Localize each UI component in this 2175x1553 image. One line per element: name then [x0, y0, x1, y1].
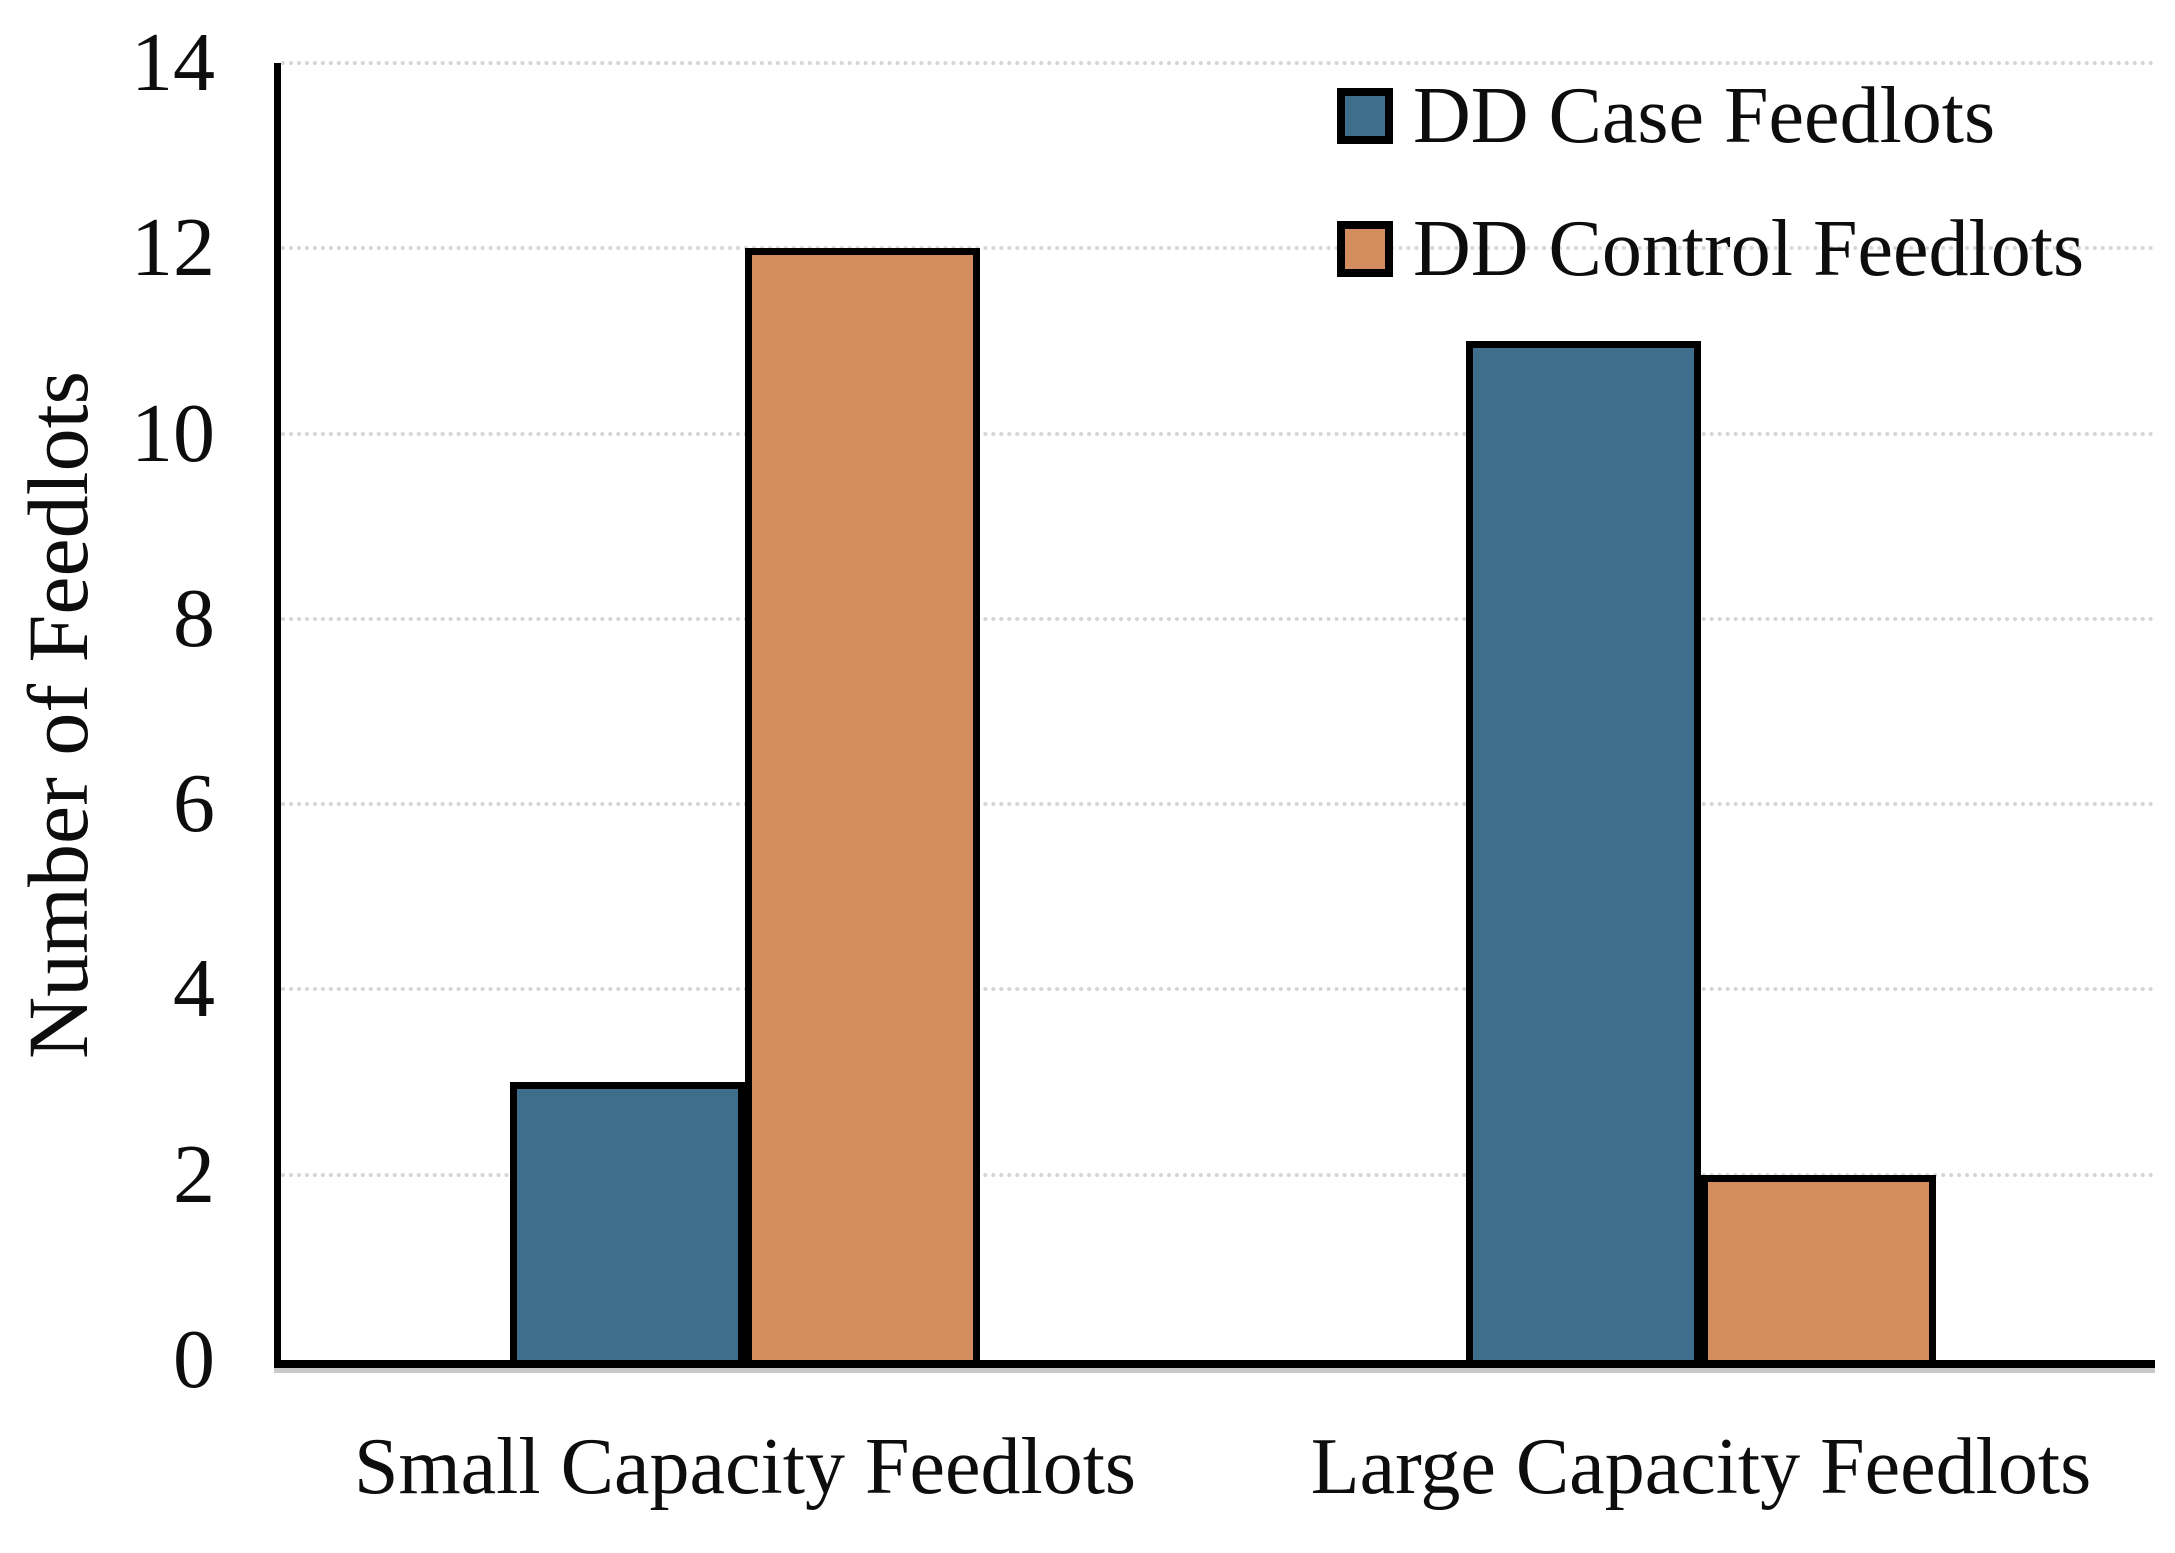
gridline-10 — [281, 431, 2155, 436]
gridline-4 — [281, 987, 2155, 992]
legend-swatch-dd-case-feedlots — [1337, 88, 1393, 144]
y-tick-label-14: 14 — [131, 16, 215, 109]
bar-dd-case-feedlots-small-capacity-feedlots — [510, 1082, 745, 1360]
y-tick-label-10: 10 — [131, 386, 215, 480]
bar-dd-case-feedlots-large-capacity-feedlots — [1466, 341, 1701, 1360]
y-tick-label-12: 12 — [131, 201, 215, 295]
x-category-label-large-capacity-feedlots: Large Capacity Feedlots — [1310, 1423, 2092, 1511]
y-tick-label-0: 0 — [173, 1313, 215, 1406]
bar-dd-control-feedlots-large-capacity-feedlots — [1701, 1175, 1936, 1360]
legend-item-dd-control-feedlots: DD Control Feedlots — [1337, 205, 2084, 293]
legend-label: DD Control Feedlots — [1413, 205, 2085, 293]
plot-area — [274, 61, 2155, 1373]
y-tick-label-4: 4 — [173, 942, 215, 1036]
bar-dd-control-feedlots-small-capacity-feedlots — [745, 248, 980, 1360]
gridline-2 — [281, 1172, 2155, 1177]
gridline-8 — [281, 616, 2155, 621]
legend-swatch-dd-control-feedlots — [1337, 221, 1393, 277]
x-category-label-small-capacity-feedlots: Small Capacity Feedlots — [353, 1423, 1137, 1511]
gridline-12 — [281, 246, 2155, 251]
gridline-6 — [281, 802, 2155, 807]
legend-item-dd-case-feedlots: DD Case Feedlots — [1337, 72, 1995, 160]
gridline-14 — [281, 61, 2155, 65]
y-tick-label-2: 2 — [173, 1127, 215, 1221]
legend-label: DD Case Feedlots — [1413, 72, 1996, 160]
y-tick-label-6: 6 — [173, 757, 215, 851]
y-tick-label-8: 8 — [173, 571, 215, 665]
